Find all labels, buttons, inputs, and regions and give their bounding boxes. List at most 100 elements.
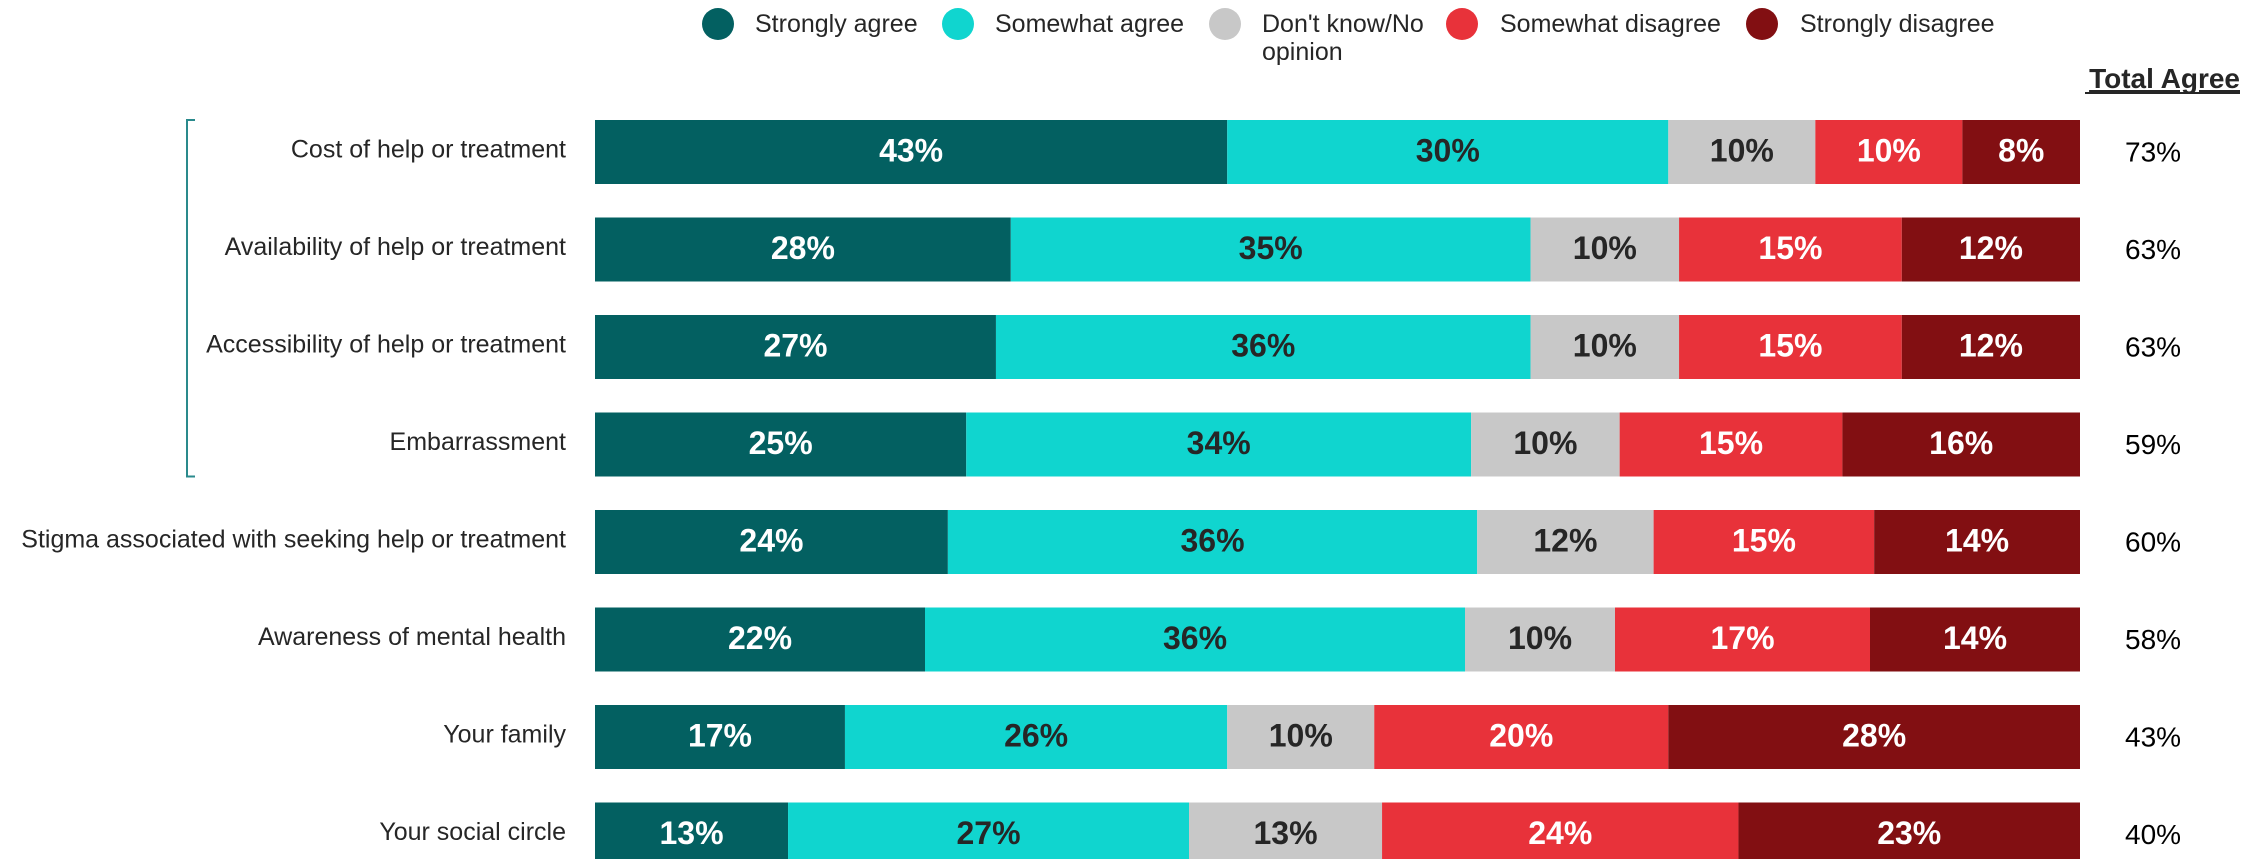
data-label-somewhat-disagree-awareness-of-mental-health: 17% <box>1710 620 1774 656</box>
bar-somewhat-disagree-stigma-associated-with-seeking-help-or-treatment <box>1653 510 1875 574</box>
data-label-strongly-agree-accessibility-of-help-or-treatment: 27% <box>763 327 827 363</box>
bar-strongly-disagree-availability-of-help-or-treatment <box>1901 217 2080 282</box>
total-agree-your-family: 43% <box>2125 721 2181 752</box>
legend-marker-strongly-disagree <box>1746 8 1778 40</box>
data-label-don-t-know-no-opinion-cost-of-help-or-treatment: 10% <box>1710 132 1774 168</box>
data-label-don-t-know-no-opinion-your-social-circle: 13% <box>1254 815 1318 851</box>
bar-don-t-know-no-opinion-accessibility-of-help-or-treatment <box>1530 315 1680 379</box>
data-label-don-t-know-no-opinion-embarrassment: 10% <box>1513 425 1577 461</box>
bar-somewhat-disagree-your-social-circle <box>1382 802 1739 859</box>
category-label-accessibility-of-help-or-treatment: Accessibility of help or treatment <box>206 331 566 359</box>
data-label-somewhat-agree-awareness-of-mental-health: 36% <box>1163 620 1227 656</box>
data-label-somewhat-agree-your-social-circle: 27% <box>957 815 1021 851</box>
bar-strongly-disagree-cost-of-help-or-treatment <box>1962 120 2080 184</box>
bar-strongly-agree-awareness-of-mental-health <box>595 607 925 672</box>
bar-somewhat-disagree-accessibility-of-help-or-treatment <box>1679 315 1902 379</box>
data-label-strongly-disagree-awareness-of-mental-health: 14% <box>1943 620 2007 656</box>
bar-strongly-agree-accessibility-of-help-or-treatment <box>595 315 996 379</box>
total-agree-cost-of-help-or-treatment: 73% <box>2125 136 2181 167</box>
total-agree-values: 73% 63% 63% 59% 60% 58% 43% 40% <box>2125 136 2181 850</box>
data-label-somewhat-agree-accessibility-of-help-or-treatment: 36% <box>1231 327 1295 363</box>
category-label-stigma-associated-with-seeking-help-or-treatment: Stigma associated with seeking help or t… <box>21 526 566 554</box>
data-label-somewhat-agree-embarrassment: 34% <box>1187 425 1251 461</box>
data-label-strongly-disagree-stigma-associated-with-seeking-help-or-treatment: 14% <box>1945 522 2009 558</box>
group-bracket <box>186 119 195 478</box>
legend-marker-somewhat-agree <box>942 8 974 40</box>
total-agree-awareness-of-mental-health: 58% <box>2125 624 2181 655</box>
data-label-somewhat-disagree-availability-of-help-or-treatment: 15% <box>1758 230 1822 266</box>
data-label-strongly-agree-awareness-of-mental-health: 22% <box>728 620 792 656</box>
bar-strongly-disagree-accessibility-of-help-or-treatment <box>1901 315 2080 379</box>
legend-label-strongly-disagree: Strongly disagree <box>1800 10 1995 38</box>
legend-marker-don-t-know-no-opinion <box>1209 8 1241 40</box>
bar-strongly-disagree-your-family <box>1668 705 2080 769</box>
bar-somewhat-disagree-your-family <box>1374 705 1669 769</box>
data-label-strongly-agree-your-social-circle: 13% <box>660 815 724 851</box>
bar-strongly-agree-stigma-associated-with-seeking-help-or-treatment <box>595 510 948 574</box>
bar-somewhat-disagree-cost-of-help-or-treatment <box>1815 120 1963 184</box>
data-label-strongly-disagree-your-social-circle: 23% <box>1877 815 1941 851</box>
bar-strongly-agree-embarrassment <box>595 412 967 477</box>
legend-label-don-t-know-no-opinion: Don't know/No opinion <box>1262 10 1424 66</box>
data-label-strongly-agree-embarrassment: 25% <box>749 425 813 461</box>
total-agree-your-social-circle: 40% <box>2125 819 2181 850</box>
bar-somewhat-disagree-availability-of-help-or-treatment <box>1679 217 1902 282</box>
data-label-strongly-agree-stigma-associated-with-seeking-help-or-treatment: 24% <box>739 522 803 558</box>
data-label-somewhat-disagree-stigma-associated-with-seeking-help-or-treatment: 15% <box>1732 522 1796 558</box>
total-agree-availability-of-help-or-treatment: 63% <box>2125 234 2181 265</box>
data-label-don-t-know-no-opinion-awareness-of-mental-health: 10% <box>1508 620 1572 656</box>
legend-marker-strongly-agree <box>702 8 734 40</box>
bar-somewhat-agree-cost-of-help-or-treatment <box>1227 120 1669 184</box>
total-agree-embarrassment: 59% <box>2125 429 2181 460</box>
bar-don-t-know-no-opinion-stigma-associated-with-seeking-help-or-treatment <box>1477 510 1654 574</box>
bar-don-t-know-no-opinion-your-social-circle <box>1189 802 1383 859</box>
bar-strongly-disagree-your-social-circle <box>1738 802 2080 859</box>
bar-strongly-agree-your-family <box>595 705 845 769</box>
total-agree-header: Total Agree <box>2089 63 2240 94</box>
data-label-strongly-agree-your-family: 17% <box>688 717 752 753</box>
data-label-strongly-disagree-embarrassment: 16% <box>1929 425 1993 461</box>
total-agree-accessibility-of-help-or-treatment: 63% <box>2125 331 2181 362</box>
bar-strongly-disagree-stigma-associated-with-seeking-help-or-treatment <box>1874 510 2080 574</box>
legend-label-somewhat-disagree: Somewhat disagree <box>1500 10 1721 38</box>
category-label-awareness-of-mental-health: Awareness of mental health <box>258 623 566 651</box>
bar-don-t-know-no-opinion-embarrassment <box>1471 412 1620 477</box>
bar-strongly-agree-availability-of-help-or-treatment <box>595 217 1011 282</box>
bar-strongly-disagree-awareness-of-mental-health <box>1870 607 2080 672</box>
bar-somewhat-agree-stigma-associated-with-seeking-help-or-treatment <box>947 510 1478 574</box>
bar-strongly-disagree-embarrassment <box>1842 412 2080 477</box>
bar-strongly-agree-your-social-circle <box>595 802 789 859</box>
data-label-strongly-agree-availability-of-help-or-treatment: 28% <box>771 230 835 266</box>
data-label-strongly-disagree-accessibility-of-help-or-treatment: 12% <box>1959 327 2023 363</box>
bar-somewhat-disagree-embarrassment <box>1619 412 1843 477</box>
data-label-somewhat-disagree-embarrassment: 15% <box>1699 425 1763 461</box>
bar-don-t-know-no-opinion-your-family <box>1227 705 1375 769</box>
data-label-somewhat-disagree-your-social-circle: 24% <box>1528 815 1592 851</box>
bar-somewhat-agree-availability-of-help-or-treatment <box>1010 217 1531 282</box>
bar-somewhat-disagree-awareness-of-mental-health <box>1615 607 1870 672</box>
category-label-your-social-circle: Your social circle <box>379 818 566 846</box>
bar-don-t-know-no-opinion-cost-of-help-or-treatment <box>1668 120 1816 184</box>
bar-somewhat-agree-your-social-circle <box>788 802 1189 859</box>
legend-label-strongly-agree: Strongly agree <box>755 10 918 38</box>
data-label-somewhat-disagree-your-family: 20% <box>1489 717 1553 753</box>
bar-somewhat-agree-your-family <box>844 705 1228 769</box>
data-label-somewhat-agree-cost-of-help-or-treatment: 30% <box>1416 132 1480 168</box>
category-label-embarrassment: Embarrassment <box>390 428 566 456</box>
category-label-cost-of-help-or-treatment: Cost of help or treatment <box>291 136 566 164</box>
data-label-don-t-know-no-opinion-stigma-associated-with-seeking-help-or-treatment: 12% <box>1533 522 1597 558</box>
data-label-don-t-know-no-opinion-accessibility-of-help-or-treatment: 10% <box>1573 327 1637 363</box>
bars: 43% 30% 10% 10% 8% 28% 35% 10% 15% 12% 27% 36% 10% 15… <box>595 120 2080 859</box>
category-labels: Cost of help or treatment Availability of… <box>21 136 566 847</box>
bar-somewhat-agree-embarrassment <box>966 412 1472 477</box>
total-agree-stigma-associated-with-seeking-help-or-treatment: 60% <box>2125 526 2181 557</box>
legend-label-somewhat-agree: Somewhat agree <box>995 10 1184 38</box>
data-label-somewhat-disagree-cost-of-help-or-treatment: 10% <box>1857 132 1921 168</box>
data-label-strongly-disagree-availability-of-help-or-treatment: 12% <box>1959 230 2023 266</box>
data-label-don-t-know-no-opinion-availability-of-help-or-treatment: 10% <box>1573 230 1637 266</box>
bar-strongly-agree-cost-of-help-or-treatment <box>595 120 1228 184</box>
data-label-strongly-agree-cost-of-help-or-treatment: 43% <box>879 132 943 168</box>
data-label-somewhat-agree-availability-of-help-or-treatment: 35% <box>1239 230 1303 266</box>
data-label-strongly-disagree-your-family: 28% <box>1842 717 1906 753</box>
